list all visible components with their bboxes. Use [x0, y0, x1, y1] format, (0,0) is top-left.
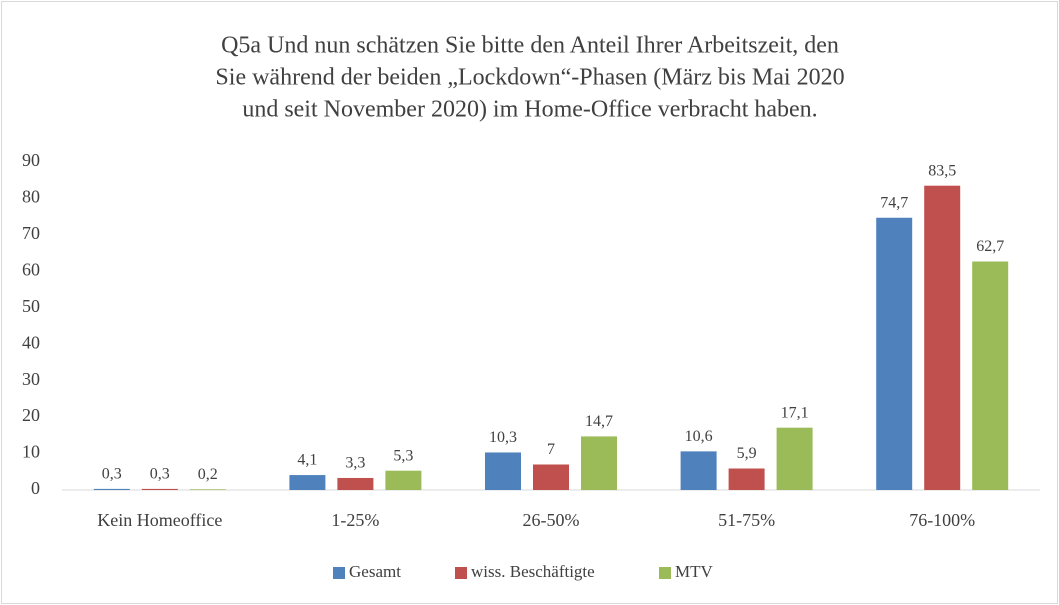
- data-label: 74,7: [880, 194, 908, 211]
- data-label: 0,3: [150, 466, 170, 483]
- bar: [776, 427, 813, 490]
- data-label: 3,3: [345, 455, 365, 472]
- bar: [189, 489, 226, 490]
- chart-title: Q5a Und nun schätzen Sie bitte den Antei…: [221, 33, 839, 59]
- y-tick-label: 60: [22, 259, 40, 279]
- legend-label: wiss. Beschäftigte: [471, 562, 595, 581]
- bar: [924, 185, 961, 490]
- data-label: 14,7: [585, 413, 613, 430]
- data-label: 5,9: [737, 445, 757, 462]
- x-tick-label: 51-75%: [718, 510, 775, 530]
- bar: [680, 451, 717, 490]
- x-tick-label: 76-100%: [909, 510, 975, 530]
- legend-swatch: [659, 567, 671, 579]
- data-label: 10,3: [489, 429, 517, 446]
- data-label: 0,2: [198, 466, 218, 483]
- data-label: 7: [547, 441, 555, 458]
- data-label: 5,3: [393, 447, 413, 464]
- y-tick-label: 30: [22, 369, 40, 389]
- data-label: 17,1: [781, 404, 809, 421]
- data-label: 4,1: [297, 452, 317, 469]
- y-tick-label: 80: [22, 187, 40, 207]
- legend-label: Gesamt: [349, 562, 401, 581]
- data-label: 10,6: [685, 428, 713, 445]
- bar: [141, 488, 178, 490]
- y-tick-label: 0: [31, 478, 40, 498]
- bar: [289, 475, 326, 490]
- data-label: 83,5: [928, 162, 956, 179]
- bar: [485, 452, 521, 490]
- data-label: 0,3: [102, 466, 122, 483]
- data-label: 62,7: [976, 238, 1004, 255]
- bar: [385, 470, 422, 490]
- chart-title: und seit November 2020) im Home-Office v…: [242, 97, 817, 123]
- bar: [972, 261, 1009, 490]
- bar: [93, 488, 130, 490]
- bar: [876, 217, 913, 490]
- y-tick-label: 40: [22, 332, 40, 352]
- x-tick-label: 1-25%: [331, 510, 379, 530]
- y-tick-label: 20: [22, 405, 40, 425]
- y-tick-label: 50: [22, 296, 40, 316]
- bar: [337, 477, 374, 490]
- y-tick-label: 70: [22, 223, 40, 243]
- bar: [533, 464, 569, 490]
- bar: [581, 436, 617, 490]
- y-tick-label: 10: [22, 442, 40, 462]
- legend-label: MTV: [675, 562, 714, 581]
- legend-swatch: [333, 567, 345, 579]
- x-tick-label: 26-50%: [523, 510, 580, 530]
- bar: [728, 468, 765, 490]
- chart-title: Sie während der beiden „Lockdown“-Phasen…: [215, 65, 844, 91]
- legend-swatch: [455, 567, 467, 579]
- x-tick-label: Kein Homeoffice: [97, 510, 222, 530]
- y-tick-label: 90: [22, 150, 40, 170]
